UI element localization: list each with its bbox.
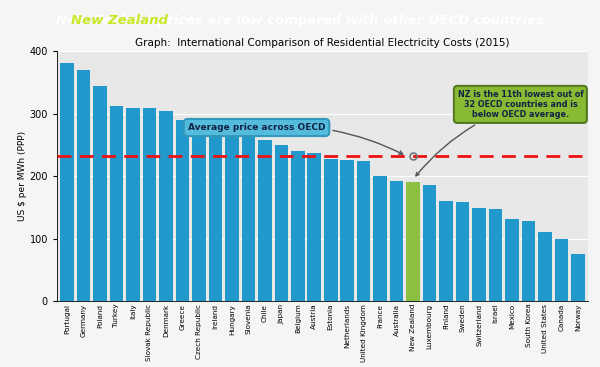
Bar <box>538 232 552 301</box>
Bar <box>340 160 354 301</box>
Bar <box>423 185 436 301</box>
Bar <box>291 151 305 301</box>
Bar <box>77 70 90 301</box>
Bar <box>472 208 486 301</box>
Bar <box>209 134 222 301</box>
Text: New Zealand prices are low compared with other OECD countries: New Zealand prices are low compared with… <box>56 14 544 27</box>
Title: Graph:  International Comparison of Residential Electricity Costs (2015): Graph: International Comparison of Resid… <box>135 38 510 48</box>
Bar <box>489 209 502 301</box>
Text: New Zealand: New Zealand <box>71 14 168 27</box>
Bar <box>324 159 338 301</box>
Bar <box>192 131 206 301</box>
Bar <box>357 161 370 301</box>
Bar <box>258 140 272 301</box>
Text: NZ is the 11th lowest out of
32 OECD countries and is
below OECD average.: NZ is the 11th lowest out of 32 OECD cou… <box>416 90 583 176</box>
Text: Average price across OECD: Average price across OECD <box>188 123 403 154</box>
Bar <box>439 201 453 301</box>
Bar <box>275 145 288 301</box>
Bar <box>159 111 173 301</box>
Bar <box>505 219 519 301</box>
Bar <box>93 86 107 301</box>
Bar <box>390 181 403 301</box>
Bar <box>522 221 535 301</box>
Bar <box>60 63 74 301</box>
Bar <box>373 176 387 301</box>
Bar <box>176 120 189 301</box>
Bar <box>456 202 469 301</box>
Bar <box>110 106 123 301</box>
Bar <box>143 108 156 301</box>
Bar <box>126 108 140 301</box>
Bar <box>225 135 239 301</box>
Bar <box>555 239 568 301</box>
Bar <box>307 153 321 301</box>
Bar <box>571 254 585 301</box>
Bar <box>406 182 420 301</box>
Bar <box>242 138 255 301</box>
Y-axis label: US $ per MWh (PPP): US $ per MWh (PPP) <box>17 131 26 221</box>
